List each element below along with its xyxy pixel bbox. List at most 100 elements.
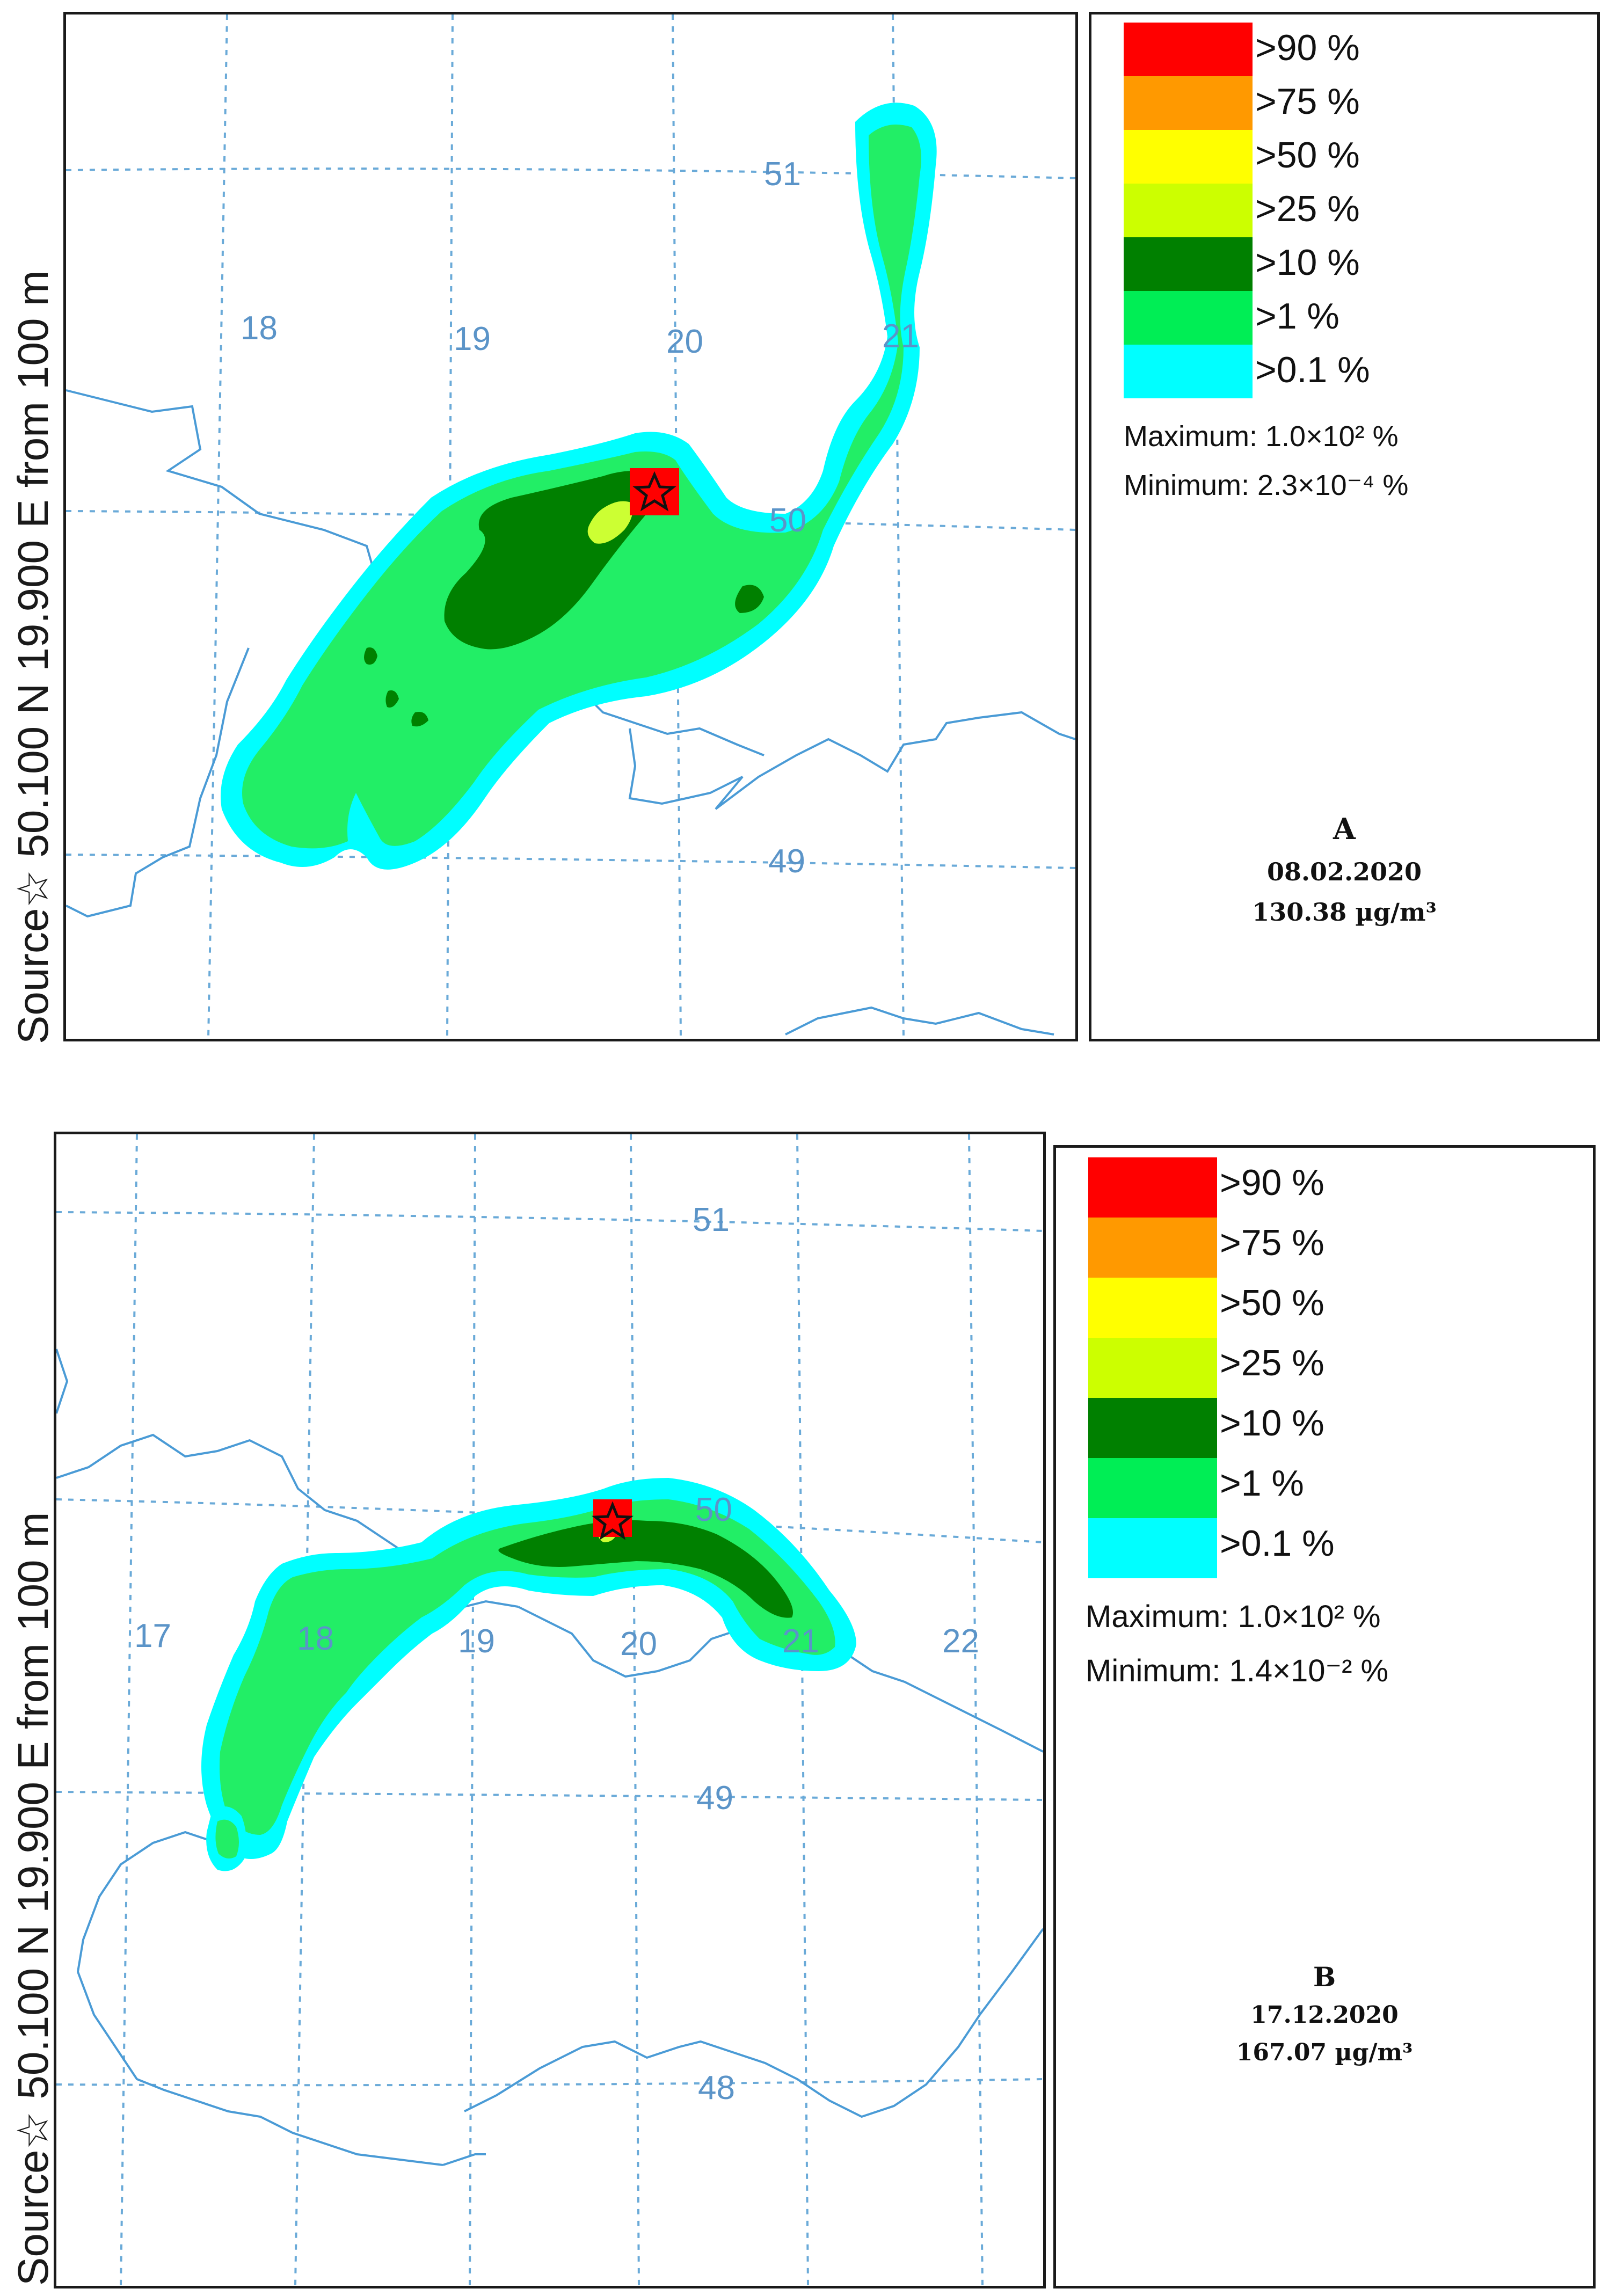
map-a: 18 19 20 21 51 50 49 — [63, 12, 1078, 1041]
legend-swatch — [1088, 1157, 1217, 1218]
legend-label: >50 % — [1255, 135, 1360, 176]
contour-10-percent-island — [364, 647, 377, 665]
map-b: 17 18 19 20 21 22 51 50 49 48 — [54, 1132, 1046, 2288]
legend-label: >90 % — [1255, 27, 1360, 68]
contour-10-percent-island — [735, 585, 764, 613]
border-line — [628, 711, 1075, 810]
source-label-b: Source☆ 50.100 N 19.900 E from 100 m — [0, 1132, 59, 2286]
source-label-text: Source☆ 50.100 N 19.900 E from 100 m — [9, 1512, 57, 2286]
minimum-value: Minimum: 2.3×10⁻⁴ % — [1124, 469, 1409, 501]
panel-concentration: 130.38 µg/m³ — [1252, 898, 1437, 927]
lon-line-21 — [892, 14, 905, 1039]
legend-swatch — [1088, 1458, 1217, 1518]
legend-b: >90 % >75 % >50 % >25 % >10 % >1 % >0.1 … — [1053, 1145, 1596, 2288]
source-label-text: Source☆ 50.100 N 19.900 E from 100 m — [9, 270, 57, 1044]
lon-label: 22 — [942, 1623, 979, 1660]
lon-line-21 — [796, 1134, 809, 2286]
legend-swatch — [1124, 345, 1253, 398]
legend-swatch — [1124, 130, 1253, 184]
lat-label: 51 — [693, 1201, 730, 1238]
lon-label: 21 — [782, 1623, 819, 1660]
lat-line-51 — [56, 1211, 1043, 1232]
grid-labels-a: 18 19 20 21 51 50 49 — [241, 156, 919, 880]
minimum-value: Minimum: 1.4×10⁻² % — [1086, 1653, 1389, 1688]
border-line — [56, 1349, 69, 1414]
contour-10-percent — [498, 1520, 793, 1618]
legend-label: >90 % — [1220, 1162, 1324, 1203]
maximum-value: Maximum: 1.0×10² % — [1124, 420, 1399, 453]
lat-label: 48 — [698, 2069, 735, 2107]
lat-line-48 — [56, 2078, 1043, 2087]
legend-label: >0.1 % — [1220, 1523, 1335, 1564]
lon-line-20 — [630, 1134, 640, 2286]
legend-a: >90 % >75 % >50 % >25 % >10 % >1 % >0.1 … — [1089, 12, 1600, 1041]
lat-label: 50 — [769, 502, 806, 539]
plume-b — [201, 1478, 856, 1871]
panel-a: Source☆ 50.100 N 19.900 E from 100 m — [0, 0, 1609, 1052]
lon-label: 19 — [458, 1623, 495, 1660]
lon-label: 18 — [241, 310, 278, 347]
panel-letter: B — [1313, 1961, 1336, 1993]
lon-label: 17 — [134, 1617, 171, 1654]
lon-label: 18 — [297, 1620, 334, 1657]
lon-line-19 — [469, 1134, 476, 2286]
lat-label: 49 — [768, 843, 805, 880]
lon-line-18 — [294, 1134, 315, 2286]
lon-label: 21 — [882, 318, 919, 355]
lat-label: 50 — [695, 1491, 732, 1528]
lat-line-49 — [66, 854, 1075, 869]
legend-label: >25 % — [1220, 1343, 1324, 1383]
panel-date: 08.02.2020 — [1266, 857, 1422, 886]
contour-1-percent-island — [215, 1819, 239, 1858]
legend-swatch — [1124, 184, 1253, 237]
legend-label: >1 % — [1255, 296, 1339, 337]
border-line — [464, 1928, 1043, 2118]
legend-label: >75 % — [1255, 81, 1360, 122]
legend-swatch — [1124, 291, 1253, 345]
map-b-svg: 17 18 19 20 21 22 51 50 49 48 — [56, 1134, 1043, 2286]
legend-swatch — [1088, 1518, 1217, 1578]
lon-line-17 — [120, 1134, 138, 2286]
lat-line-50 — [66, 510, 1075, 531]
legend-swatch — [1124, 76, 1253, 130]
grid-labels-b: 17 18 19 20 21 22 51 50 49 48 — [134, 1201, 979, 2107]
legend-label: >1 % — [1220, 1463, 1304, 1504]
lon-label: 20 — [666, 323, 703, 360]
legend-swatch — [1124, 23, 1253, 76]
lat-label: 49 — [696, 1780, 733, 1817]
source-label-a: Source☆ 50.100 N 19.900 E from 100 m — [0, 0, 59, 1052]
legend-swatch — [1124, 237, 1253, 291]
contour-10-percent-island — [385, 690, 399, 708]
border-line — [442, 2153, 486, 2166]
legend-label: >10 % — [1255, 242, 1360, 283]
legend-swatch — [1088, 1218, 1217, 1278]
contour-25-percent — [587, 501, 633, 544]
lon-label: 19 — [454, 320, 491, 358]
lat-label: 51 — [764, 156, 801, 193]
graticule-b — [56, 1134, 1043, 2286]
lat-line-49 — [56, 1791, 1043, 1801]
panel-b: Source☆ 50.100 N 19.900 E from 100 m — [0, 1132, 1609, 2288]
legend-swatch — [1088, 1338, 1217, 1398]
panel-concentration: 167.07 µg/m³ — [1236, 2039, 1413, 2066]
source-star-marker — [592, 1501, 634, 1540]
lon-line-18 — [207, 14, 228, 1039]
border-line — [785, 1006, 1054, 1036]
source-star-marker — [632, 471, 676, 512]
contour-1-percent — [220, 1499, 835, 1835]
legend-label: >0.1 % — [1255, 349, 1370, 390]
legend-label: >10 % — [1220, 1403, 1324, 1444]
maximum-value: Maximum: 1.0×10² % — [1086, 1599, 1381, 1634]
lon-line-22 — [968, 1134, 984, 2286]
legend-label: >75 % — [1220, 1222, 1324, 1263]
panel-letter: A — [1333, 812, 1356, 846]
map-a-svg: 18 19 20 21 51 50 49 — [66, 14, 1075, 1039]
contour-10-percent-island — [411, 712, 428, 727]
plume-a — [221, 103, 937, 870]
legend-swatch — [1088, 1278, 1217, 1338]
lon-label: 20 — [620, 1626, 657, 1663]
legend-label: >50 % — [1220, 1282, 1324, 1323]
border-line — [66, 647, 250, 918]
legend-swatch — [1088, 1398, 1217, 1458]
legend-label: >25 % — [1255, 188, 1360, 229]
